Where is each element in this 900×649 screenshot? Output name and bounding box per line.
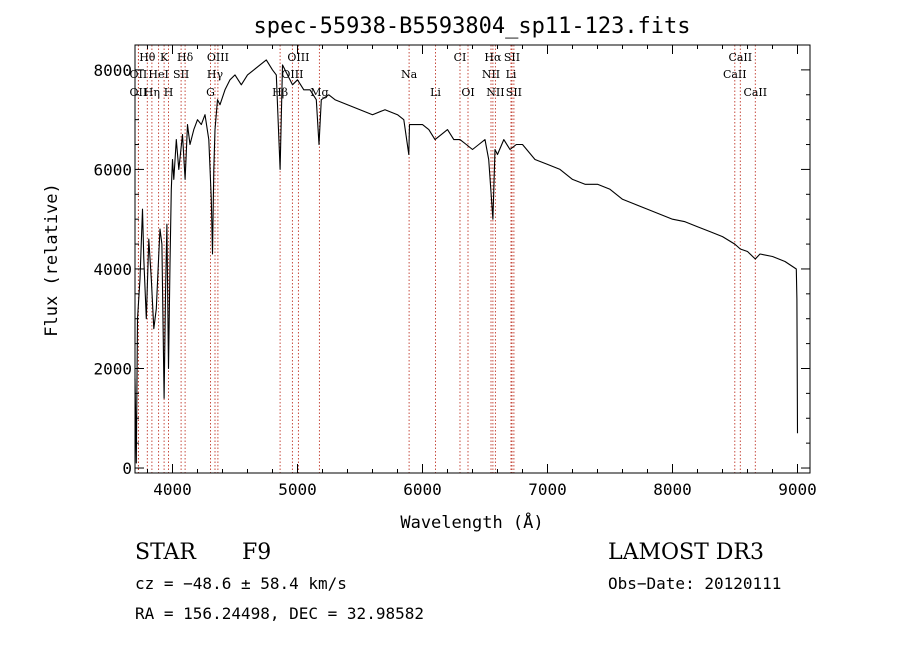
line-label: CaII xyxy=(723,68,747,81)
line-label: Li xyxy=(506,68,517,81)
line-label: Hγ xyxy=(207,68,224,81)
line-label: Hθ xyxy=(139,51,156,64)
y-tick-label: 2000 xyxy=(93,359,132,378)
line-label: SII xyxy=(506,86,522,99)
line-label: Hβ xyxy=(272,86,288,99)
plot-frame xyxy=(134,44,811,474)
x-axis-label: Wavelength (Å) xyxy=(400,511,543,533)
object-class: STAR xyxy=(135,540,196,565)
line-label: Hη xyxy=(144,86,160,99)
line-label: OI xyxy=(461,86,474,99)
y-tick-label: 6000 xyxy=(93,160,132,179)
y-tick-label: 0 xyxy=(122,459,132,478)
line-label: Hδ xyxy=(177,51,194,64)
line-label: SII xyxy=(504,51,520,64)
chart-title: spec-55938-B5593804_sp11-123.fits xyxy=(253,14,690,39)
axis-ticks: 4000 5000 6000 7000 8000 9000 0 2000 4000 6000 800… xyxy=(93,44,817,499)
y-axis-label: Flux (relative) xyxy=(42,183,62,337)
line-label: Na xyxy=(401,68,418,81)
line-label: CaII xyxy=(728,51,752,64)
line-label: OII xyxy=(130,86,148,99)
y-tick-label: 4000 xyxy=(93,260,132,279)
line-label: OIII xyxy=(281,68,303,81)
redshift-cz: cz = −48.6 ± 58.4 km/s xyxy=(135,574,347,593)
survey-name: LAMOST DR3 xyxy=(608,540,764,565)
flux-series-line xyxy=(134,59,799,464)
line-label: SII xyxy=(173,68,189,81)
line-markers xyxy=(137,45,756,473)
line-label: Li xyxy=(430,86,441,99)
line-label: HeI xyxy=(148,68,168,81)
line-label: OII xyxy=(130,68,148,81)
line-label: Mg xyxy=(310,86,328,99)
line-label: Hα xyxy=(484,51,502,64)
line-label: CI xyxy=(454,51,467,64)
y-tick-label: 8000 xyxy=(93,61,132,80)
line-label: K xyxy=(160,51,169,64)
line-label: G xyxy=(206,86,215,99)
x-tick-label: 6000 xyxy=(403,480,442,499)
line-label: OIII xyxy=(287,51,309,64)
x-tick-label: 7000 xyxy=(528,480,567,499)
line-label: OIII xyxy=(207,51,229,64)
line-label: H xyxy=(164,86,174,99)
ra-dec-coordinates: RA = 156.24498, DEC = 32.98582 xyxy=(135,604,424,623)
x-tick-label: 8000 xyxy=(653,480,692,499)
line-label: NII xyxy=(486,86,504,99)
line-label: NII xyxy=(482,68,500,81)
observation-date: Obs−Date: 20120111 xyxy=(608,574,782,593)
x-tick-label: 4000 xyxy=(153,480,192,499)
line-label: CaII xyxy=(743,86,767,99)
x-tick-label: 5000 xyxy=(278,480,317,499)
x-tick-label: 9000 xyxy=(778,480,817,499)
object-subclass: F9 xyxy=(242,540,272,565)
